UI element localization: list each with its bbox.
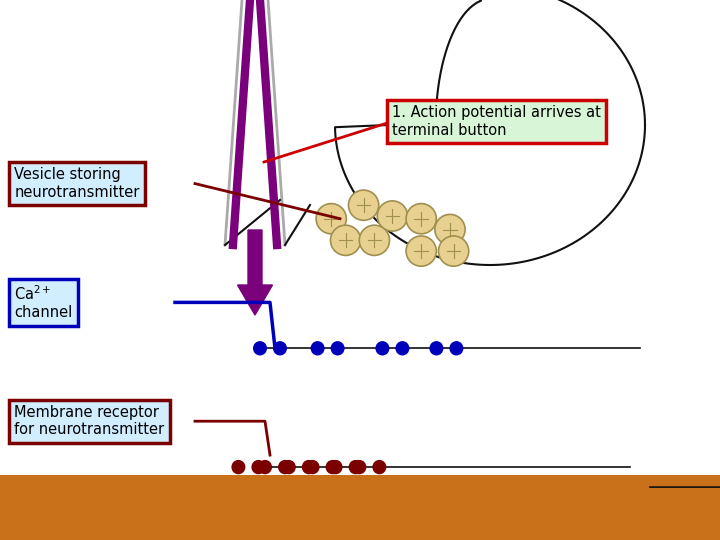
Ellipse shape [329,461,342,474]
Ellipse shape [311,342,324,355]
Circle shape [377,201,408,231]
FancyArrow shape [238,230,272,315]
Ellipse shape [353,461,366,474]
Ellipse shape [396,342,409,355]
Circle shape [406,204,436,234]
Text: 1. Action potential arrives at
terminal button: 1. Action potential arrives at terminal … [392,105,601,138]
Ellipse shape [279,461,292,474]
Ellipse shape [450,342,463,355]
Ellipse shape [253,342,266,355]
Ellipse shape [331,342,344,355]
Circle shape [348,190,379,220]
Ellipse shape [373,461,386,474]
Ellipse shape [430,342,443,355]
Ellipse shape [349,461,362,474]
Ellipse shape [274,342,287,355]
Circle shape [438,236,469,266]
Ellipse shape [302,461,315,474]
Circle shape [435,214,465,245]
Ellipse shape [306,461,319,474]
Text: Ca$^{2+}$
channel: Ca$^{2+}$ channel [14,285,73,320]
Circle shape [406,236,436,266]
Ellipse shape [252,461,265,474]
Ellipse shape [232,461,245,474]
Ellipse shape [282,461,295,474]
Ellipse shape [326,461,339,474]
Ellipse shape [376,342,389,355]
Text: Vesicle storing
neurotransmitter: Vesicle storing neurotransmitter [14,167,140,200]
Ellipse shape [258,461,271,474]
Circle shape [316,204,346,234]
Circle shape [359,225,390,255]
Text: Membrane receptor
for neurotransmitter: Membrane receptor for neurotransmitter [14,405,165,437]
Bar [0,475,720,540]
Circle shape [330,225,361,255]
